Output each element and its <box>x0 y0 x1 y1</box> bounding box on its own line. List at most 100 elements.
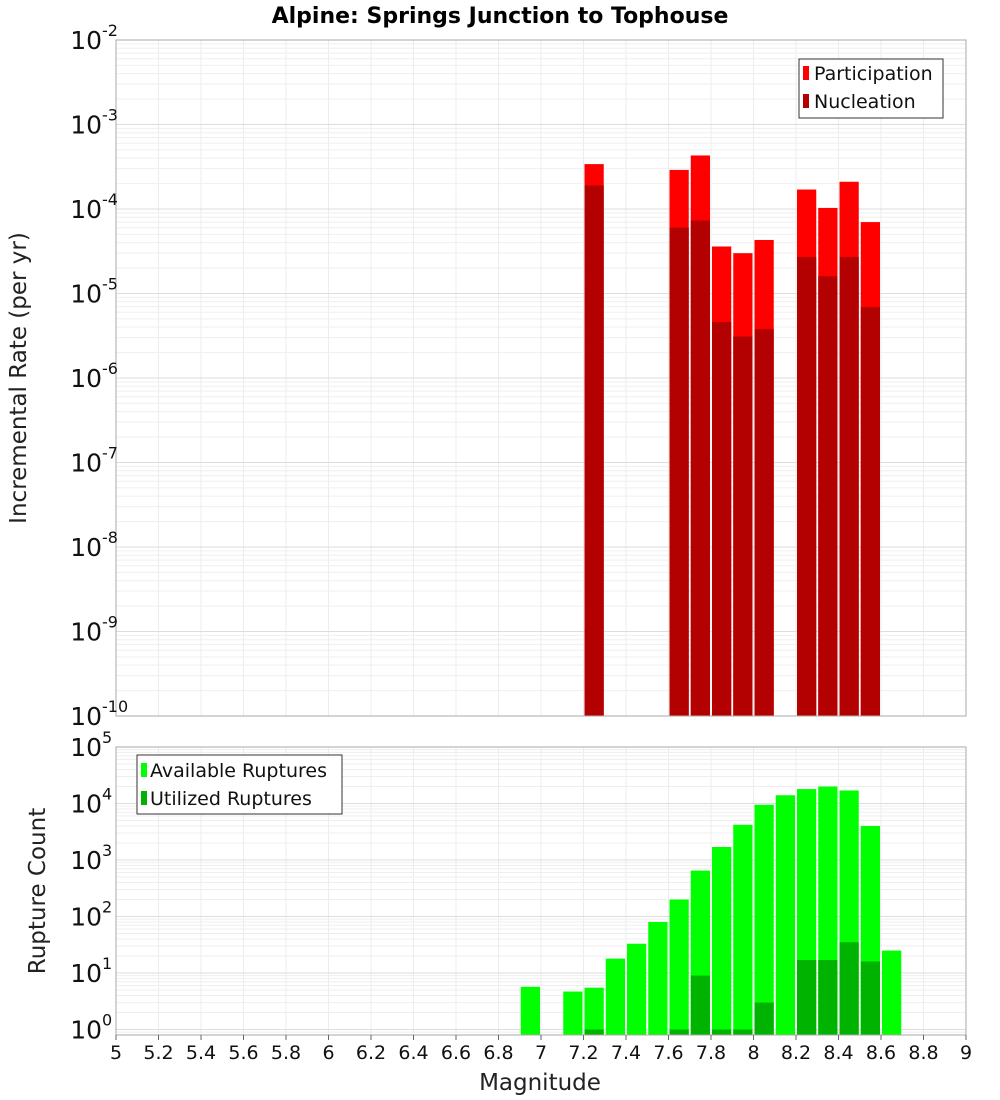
x-tick-label: 6.8 <box>483 1042 513 1064</box>
x-tick-label: 5.4 <box>186 1042 216 1064</box>
rate-bar-nucleation <box>733 336 753 716</box>
count-bar-available-ruptures <box>584 987 604 1035</box>
count-bar-utilized-ruptures <box>754 1002 774 1035</box>
y-tick-exponent: 2 <box>102 898 112 917</box>
y-tick-exponent: -7 <box>102 444 118 463</box>
count-bar-utilized-ruptures <box>733 1029 753 1035</box>
x-tick-label: 8 <box>747 1042 759 1064</box>
y-tick-label: 10 <box>70 790 102 819</box>
x-tick-label: 6.2 <box>356 1042 386 1064</box>
y-tick-exponent: -9 <box>102 613 118 632</box>
rate-bar-nucleation <box>839 257 859 716</box>
y-tick-label: 10 <box>70 846 102 875</box>
rate-bar-nucleation <box>712 321 732 716</box>
x-tick-label: 8.8 <box>908 1042 938 1064</box>
x-tick-label: 7.8 <box>696 1042 726 1064</box>
y-tick-exponent: 3 <box>102 841 112 860</box>
legend-swatch-nucleation <box>803 94 809 108</box>
top-legend: Participation Nucleation <box>798 58 944 119</box>
y-tick-exponent: -8 <box>102 528 118 547</box>
bottom-plot-bars <box>520 786 902 1035</box>
y-tick-exponent: -6 <box>102 359 118 378</box>
x-tick-label: 5 <box>110 1042 122 1064</box>
count-bar-utilized-ruptures <box>690 975 710 1035</box>
top-plot-frame <box>115 39 967 717</box>
y-tick-exponent: -3 <box>102 106 118 125</box>
y-tick-label: 10 <box>70 111 102 140</box>
count-bar-utilized-ruptures <box>839 942 859 1035</box>
count-bar-available-ruptures <box>520 986 540 1035</box>
y-tick-label: 10 <box>70 702 102 731</box>
top-y-axis-label: Incremental Rate (per yr) <box>6 232 32 524</box>
count-bar-available-ruptures <box>627 943 647 1035</box>
y-tick-exponent: 0 <box>102 1011 112 1030</box>
x-tick-label: 9 <box>960 1042 972 1064</box>
count-bar-utilized-ruptures <box>669 1029 689 1035</box>
rate-bar-nucleation <box>690 220 710 716</box>
count-bar-available-ruptures <box>754 804 774 1035</box>
legend-label-participation: Participation <box>814 63 933 85</box>
bottom-legend-box <box>136 754 343 815</box>
x-tick-label: 8.2 <box>781 1042 811 1064</box>
y-tick-exponent: -4 <box>102 190 118 209</box>
count-bar-available-ruptures <box>882 950 902 1035</box>
count-bar-utilized-ruptures <box>818 959 838 1035</box>
count-bar-utilized-ruptures <box>860 961 880 1035</box>
x-tick-label: 7.4 <box>611 1042 641 1064</box>
count-bar-available-ruptures <box>563 991 583 1035</box>
rate-bar-nucleation <box>584 185 604 717</box>
y-tick-label: 10 <box>70 26 102 55</box>
rate-bar-nucleation <box>818 276 838 716</box>
x-tick-label: 5.6 <box>228 1042 258 1064</box>
x-tick-labels: 5 5.2 5.4 5.6 5.8 6 6.2 6.4 6.6 6.8 7 7.2 7.4 7.6 7.8 8… <box>110 1035 972 1064</box>
count-bar-available-ruptures <box>648 921 668 1035</box>
y-tick-exponent: 1 <box>102 954 112 973</box>
bottom-y-axis-label: Rupture Count <box>25 808 51 974</box>
count-bar-available-ruptures <box>712 846 732 1035</box>
y-tick-label: 10 <box>70 618 102 647</box>
top-legend-box <box>798 58 944 119</box>
legend-label-utilized: Utilized Ruptures <box>150 788 312 810</box>
x-tick-label: 7 <box>535 1042 547 1064</box>
count-bar-available-ruptures <box>605 958 625 1035</box>
y-tick-exponent: 4 <box>102 785 112 804</box>
y-tick-exponent: -5 <box>102 275 118 294</box>
bottom-legend: Available Ruptures Utilized Ruptures <box>136 754 343 815</box>
top-plot-bars <box>584 155 880 717</box>
legend-swatch-utilized <box>141 791 147 805</box>
top-plot-grid <box>115 40 967 717</box>
y-tick-exponent: 5 <box>102 728 112 747</box>
y-tick-label: 10 <box>70 959 102 988</box>
x-tick-label: 6.6 <box>441 1042 471 1064</box>
chart-title: Alpine: Springs Junction to Tophouse <box>272 4 729 29</box>
y-tick-label: 10 <box>70 1016 102 1045</box>
y-tick-label: 10 <box>70 733 102 762</box>
y-tick-label: 10 <box>70 449 102 478</box>
rate-bar-nucleation <box>860 307 880 716</box>
y-tick-exponent: -2 <box>102 21 118 40</box>
x-tick-label: 5.2 <box>143 1042 173 1064</box>
x-tick-label: 7.2 <box>568 1042 598 1064</box>
count-bar-available-ruptures <box>775 795 795 1035</box>
y-tick-label: 10 <box>70 195 102 224</box>
count-bar-utilized-ruptures <box>712 1029 732 1035</box>
count-bar-available-ruptures <box>733 824 753 1035</box>
x-tick-label: 8.4 <box>823 1042 853 1064</box>
count-bar-available-ruptures <box>669 899 689 1035</box>
x-axis-label: Magnitude <box>479 1070 601 1096</box>
rate-bar-nucleation <box>669 227 689 716</box>
count-bar-utilized-ruptures <box>584 1029 604 1035</box>
y-tick-label: 10 <box>70 903 102 932</box>
y-tick-label: 10 <box>70 280 102 309</box>
x-tick-label: 8.6 <box>866 1042 896 1064</box>
y-tick-label: 10 <box>70 533 102 562</box>
y-tick-label: 10 <box>70 364 102 393</box>
y-tick-exponent: -10 <box>102 697 128 716</box>
count-bar-utilized-ruptures <box>797 959 817 1035</box>
legend-swatch-available <box>141 763 147 777</box>
legend-swatch-participation <box>803 66 809 80</box>
